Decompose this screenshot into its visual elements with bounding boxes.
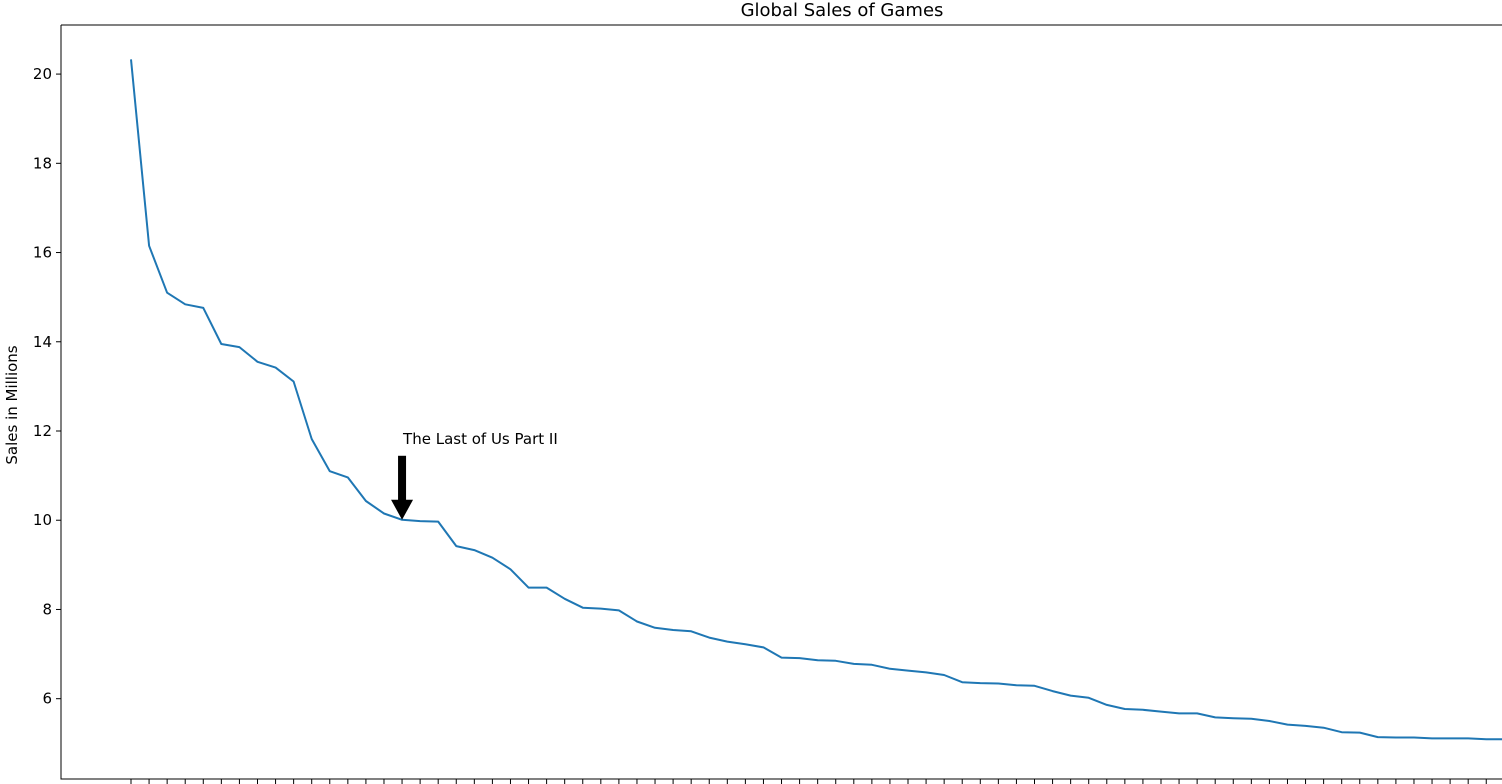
annotation-arrow-head <box>391 499 414 520</box>
annotation-label: The Last of Us Part II <box>402 430 558 448</box>
y-tick-label: 18 <box>33 154 52 172</box>
series-line <box>130 59 1502 741</box>
ticks: 6 8 10 12 14 16 18 20 <box>33 65 1487 784</box>
y-tick-label: 12 <box>33 422 52 440</box>
y-tick-label: 20 <box>33 65 52 83</box>
y-tick-label: 8 <box>42 600 52 618</box>
series <box>130 59 1502 741</box>
annotation-arrow-shaft <box>398 455 407 502</box>
y-tick-label: 14 <box>33 333 52 351</box>
annotations: The Last of Us Part II <box>391 430 558 520</box>
axes <box>60 24 1502 780</box>
annotation: The Last of Us Part II <box>391 430 558 520</box>
y-axis-label: Sales in Millions <box>3 345 21 464</box>
y-tick-label: 6 <box>42 690 52 708</box>
y-tick-label: 10 <box>33 511 52 529</box>
chart-title: Global Sales of Games <box>741 0 944 21</box>
y-tick-label: 16 <box>33 244 52 262</box>
